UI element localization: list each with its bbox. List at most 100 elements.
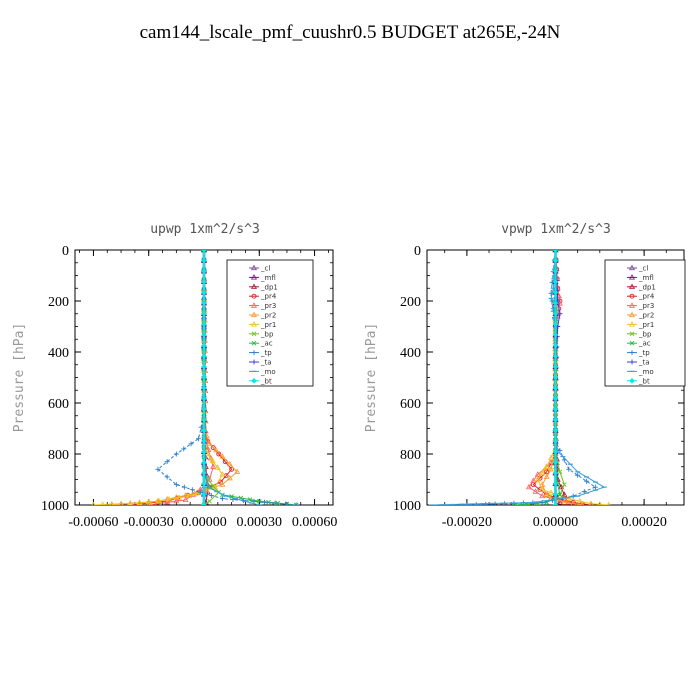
series-marker xyxy=(173,497,180,504)
legend-marker xyxy=(629,359,635,365)
series-bt xyxy=(552,250,559,505)
series-marker xyxy=(219,471,226,477)
y-tick-label: 0 xyxy=(62,244,69,259)
series-marker xyxy=(208,492,214,498)
legend-label: _pr4 xyxy=(260,293,277,301)
series-marker xyxy=(219,481,226,487)
series-marker xyxy=(543,491,550,497)
legend-label: _bp xyxy=(638,330,652,338)
series-marker xyxy=(201,353,207,360)
series-pr2 xyxy=(110,250,241,505)
series-marker xyxy=(201,374,207,381)
series-marker xyxy=(214,464,221,470)
legend: _cl_mfl_dp1_pr4_pr3_pr2_pr1_bp_ac_tp_ta_… xyxy=(604,259,686,387)
series-marker xyxy=(552,449,559,455)
x-tick-label: 0.00030 xyxy=(237,515,283,530)
legend-label: _bt xyxy=(638,377,650,385)
series-marker xyxy=(552,395,559,402)
series-marker xyxy=(173,451,179,457)
legend-label: _tp xyxy=(260,349,272,357)
series-marker xyxy=(561,491,568,497)
series-marker xyxy=(552,257,559,264)
series-marker xyxy=(606,501,611,505)
series-bt xyxy=(201,250,207,505)
legend-label: _bp xyxy=(260,330,274,338)
legend-label: _pr3 xyxy=(638,302,654,310)
series-marker xyxy=(173,494,180,500)
y-tick-label: 600 xyxy=(400,397,421,412)
series-marker xyxy=(592,484,598,490)
series-marker xyxy=(552,459,559,466)
y-tick-label: 200 xyxy=(48,295,69,310)
x-tick-label: -0.00060 xyxy=(68,515,118,530)
series-marker xyxy=(201,321,207,328)
series-marker xyxy=(201,480,207,487)
series-marker xyxy=(558,483,565,490)
series-marker xyxy=(201,268,207,275)
chart-panel-1: upwp 1xm^2/s^3 Pressure [hPa] -0.00060 -0.0… xyxy=(12,222,337,530)
legend-label: _ac xyxy=(260,340,273,348)
legend-marker xyxy=(629,302,635,308)
series-marker xyxy=(203,486,210,493)
legend-marker xyxy=(629,331,635,337)
legend-marker xyxy=(251,293,257,299)
series-marker xyxy=(209,457,216,463)
series-marker xyxy=(201,502,207,505)
legend-label: _pr2 xyxy=(638,312,654,320)
series-marker xyxy=(210,483,216,489)
y-tick-label: 200 xyxy=(400,295,421,310)
series-marker xyxy=(552,385,559,391)
series-marker xyxy=(201,364,207,370)
legend-label: _mfl xyxy=(638,274,654,282)
series-marker xyxy=(210,445,216,451)
legend-label: _cl xyxy=(638,265,648,273)
legend-marker xyxy=(251,302,257,308)
series-marker xyxy=(201,300,207,306)
series-marker xyxy=(552,342,559,349)
series-marker xyxy=(219,453,226,459)
series-marker xyxy=(195,436,201,442)
legend-marker xyxy=(251,264,257,271)
legend-box xyxy=(604,259,686,387)
series-marker xyxy=(530,477,537,483)
series-marker xyxy=(155,500,161,505)
series-marker xyxy=(197,489,203,495)
series-marker xyxy=(552,289,559,296)
series-marker xyxy=(226,460,233,467)
legend-marker xyxy=(629,274,635,280)
series-marker xyxy=(164,474,170,480)
series-marker xyxy=(201,427,207,434)
series-marker xyxy=(552,310,559,317)
legend-label: _mo xyxy=(638,368,654,376)
series-marker xyxy=(552,364,559,370)
legend-marker xyxy=(251,311,257,318)
legend-label: _tp xyxy=(638,349,650,357)
series-marker xyxy=(201,289,207,296)
series-mo xyxy=(428,250,607,505)
series-marker xyxy=(552,300,559,306)
series-marker xyxy=(201,332,207,338)
series-marker xyxy=(176,494,183,500)
chart-panel-2: vpwp 1xm^2/s^3 Pressure [hPa] -0.00020 0.00… xyxy=(364,222,686,530)
series-tp xyxy=(464,250,598,505)
series-line xyxy=(532,250,592,505)
x-tick-label: 0.00000 xyxy=(181,515,227,530)
series-marker xyxy=(201,406,207,413)
series-marker xyxy=(552,427,559,434)
legend: _cl_mfl_dp1_pr4_pr3_pr2_pr1_bp_ac_tp_ta_… xyxy=(226,259,314,387)
series-marker xyxy=(483,501,489,505)
y-tick-label: 600 xyxy=(48,397,69,412)
series-marker xyxy=(226,474,233,481)
legend-marker xyxy=(251,359,257,365)
series-marker xyxy=(272,500,278,505)
legend-marker xyxy=(629,340,635,346)
series-marker xyxy=(201,470,207,476)
x-tick-label: -0.00030 xyxy=(124,515,174,530)
series-marker xyxy=(552,353,559,360)
series-marker xyxy=(565,499,572,505)
series-marker xyxy=(91,501,96,505)
legend-marker xyxy=(251,340,257,346)
series-marker xyxy=(552,480,559,487)
series-marker xyxy=(201,250,207,253)
